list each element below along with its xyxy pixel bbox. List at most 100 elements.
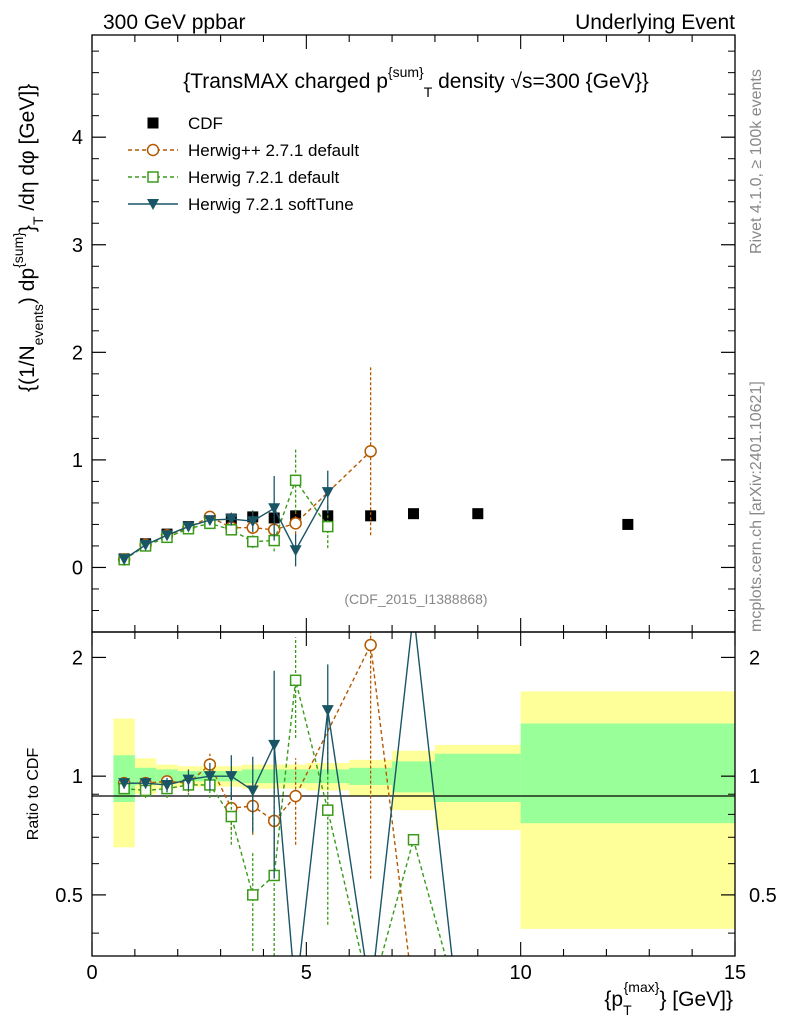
line-softtune: [123, 491, 329, 560]
xlabel-sub: T: [623, 1002, 632, 1018]
y-axis-label-text: {(1/Nevents) dp{sum}}T /dη dφ [GeV]}: [10, 84, 46, 392]
title-prefix: {TransMAX charged p: [183, 70, 388, 93]
legend-entry-softtune: Herwig 7.2.1 softTune: [128, 195, 354, 214]
ratio-ytick-label-right: 0.5: [749, 885, 777, 907]
xtick-label: 15: [724, 962, 746, 984]
point-cdf: [365, 510, 377, 522]
point-cdf: [622, 518, 634, 530]
ylabel-b: ) dp: [16, 268, 39, 304]
ratio-point-herwig72: [247, 889, 259, 901]
legend-label-herwigpp: Herwig++ 2.7.1 default: [188, 141, 359, 160]
y-axis-label: {(1/Nevents) dp{sum}}T /dη dφ [GeV]}: [10, 84, 46, 392]
point-herwig72: [322, 520, 334, 533]
header-right: Underlying Event: [575, 11, 735, 34]
legend-entry-herwig72: Herwig 7.2.1 default: [128, 168, 339, 187]
point-cdf: [290, 510, 302, 522]
ratio-axes: 0.5 0.5 1 1 2 2 0 5 10 15: [55, 632, 777, 984]
point-softtune: [203, 515, 216, 527]
legend-marker-softtune: [147, 199, 159, 210]
ylabel-a-sub: events: [30, 304, 46, 345]
legend-marker-cdf: [147, 117, 159, 129]
point-herwigpp: [364, 445, 377, 458]
rivet-label: Rivet 4.1.0, ≥ 100k events: [748, 69, 765, 254]
series-herwigpp: [117, 367, 377, 566]
xtick-label: 0: [86, 962, 97, 984]
ratio-ytick-label: 0.5: [55, 885, 83, 907]
ratio-point-softtune: [225, 771, 238, 783]
title-sub: T: [424, 84, 433, 100]
legend-label-softtune: Herwig 7.2.1 softTune: [188, 195, 354, 214]
point-softtune: [161, 530, 174, 542]
point-softtune: [246, 516, 259, 528]
line-herwig72: [123, 478, 329, 561]
series-cdf: [118, 508, 634, 565]
plot-title: {TransMAX charged p{sum}T density √s=300…: [183, 64, 648, 100]
ratio-point-softtune: [182, 774, 195, 786]
ytick-label: 3: [72, 235, 83, 257]
ratio-point-herwig72: [289, 674, 302, 687]
ylabel-c: }: [16, 225, 39, 232]
series-herwig72: [118, 448, 334, 566]
main-axes: 0 1 2 3 4: [72, 35, 736, 633]
point-softtune: [118, 554, 131, 566]
ytick-label: 2: [72, 342, 83, 364]
ylabel-d: /dη dφ [GeV]}: [16, 84, 39, 217]
ratio-point-softtune: [118, 778, 131, 790]
ratio-y-label: Ratio to CDF: [25, 748, 42, 841]
ratio-bands: [113, 691, 735, 929]
point-herwigpp: [289, 517, 302, 530]
ratio-panel: 0.5 0.5 1 1 2 2 0 5 10 15 Ratio to CDF {pT {max}} …: [25, 631, 777, 1018]
x-axis-label: {pT {max}} [GeV]}: [604, 979, 733, 1018]
point-softtune: [139, 539, 152, 551]
xtick-label: 10: [510, 962, 532, 984]
legend-entry-herwigpp: Herwig++ 2.7.1 default: [128, 141, 359, 160]
legend-marker-herwigpp: [146, 143, 160, 157]
ratio-point-herwig72: [322, 804, 334, 816]
xlabel-sup: {max}: [624, 979, 660, 995]
ratio-point-herwig72: [407, 833, 420, 846]
legend-marker-herwig72: [147, 171, 159, 183]
legend-label-herwig72: Herwig 7.2.1 default: [188, 168, 339, 187]
ratio-ytick-label-right: 1: [749, 766, 760, 788]
point-herwig72: [247, 535, 259, 548]
ratio-point-softtune: [246, 785, 259, 797]
ylabel-c-sub: T: [30, 216, 46, 225]
legend: CDF Herwig++ 2.7.1 default Herwig 7.2.1 de…: [128, 114, 359, 214]
ylabel-a: {(1/N: [16, 345, 39, 392]
legend-label-cdf: CDF: [188, 114, 223, 133]
title-sup: {sum}: [388, 64, 424, 80]
analysis-watermark: (CDF_2015_I1388868): [344, 591, 487, 607]
ylabel-b-sup: {sum}: [10, 232, 26, 268]
ratio-point-softtune: [321, 705, 334, 717]
point-softtune: [289, 545, 302, 557]
title-suffix: density √s=300 {GeV}}: [432, 70, 648, 93]
ratio-series-softtune: [118, 632, 453, 956]
series-softtune: [118, 470, 334, 567]
mcplots-label: mcplots.cern.ch [arXiv:2401.10621]: [748, 381, 765, 632]
point-herwig72: [289, 474, 302, 487]
xlabel-b: } [GeV]}: [659, 988, 733, 1011]
point-softtune: [225, 514, 238, 526]
point-softtune: [268, 503, 281, 515]
ratio-point-herwig72: [225, 810, 238, 823]
point-herwig72: [225, 524, 238, 536]
ytick-label: 1: [72, 450, 83, 472]
ratio-line-herwig72: [124, 680, 447, 956]
ratio-point-herwigpp: [364, 638, 377, 652]
ratio-data-layer: [117, 632, 453, 956]
xtick-label: 5: [301, 962, 312, 984]
ytick-label: 0: [72, 557, 83, 579]
band-inner: [520, 723, 735, 824]
point-softtune: [321, 487, 334, 499]
ratio-point-softtune: [139, 778, 152, 790]
point-softtune: [182, 521, 195, 533]
ratio-point-herwigpp: [289, 789, 302, 803]
band-inner: [284, 769, 307, 784]
ytick-label: 4: [72, 127, 83, 149]
point-cdf: [472, 508, 484, 520]
main-data-layer: [117, 367, 634, 567]
ratio-ytick-label: 2: [72, 647, 83, 669]
ratio-point-softtune: [203, 771, 216, 783]
